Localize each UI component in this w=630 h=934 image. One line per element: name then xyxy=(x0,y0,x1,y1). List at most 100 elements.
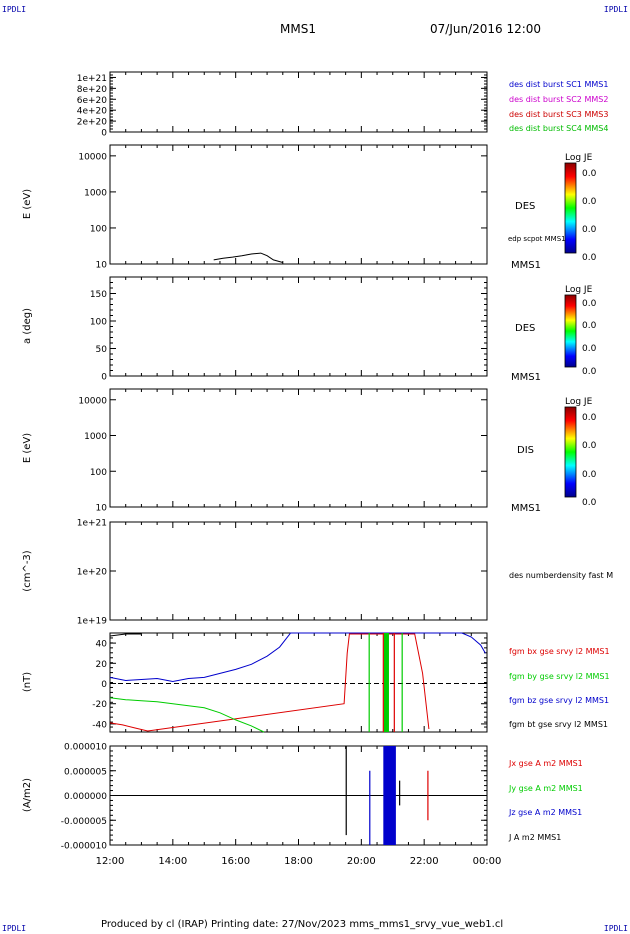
datetime-title: 07/Jun/2016 12:00 xyxy=(430,22,542,36)
des-pitch-sc: MMS1 xyxy=(511,372,541,383)
des-energy-label: DES xyxy=(515,201,535,212)
x-tick-label: 22:00 xyxy=(410,856,439,867)
des-energy-tick-label: 1000 xyxy=(84,188,107,198)
x-tick-label: 14:00 xyxy=(158,856,187,867)
colorbar-des-pitch xyxy=(564,294,577,368)
colorbar-des-energy-tick: 0.0 xyxy=(582,197,597,207)
colorbar-des-pitch-title: Log JE xyxy=(565,285,593,295)
corner-label-top-left: IPDLI xyxy=(2,5,27,14)
bfield-ylabel: (nT) xyxy=(22,672,33,692)
dist-tick-label: 1e+21 xyxy=(77,74,107,84)
des-energy-tick-label: 100 xyxy=(90,224,107,234)
density-tick-label: 1e+19 xyxy=(77,617,108,627)
current-burst xyxy=(345,746,347,836)
dist-tick-label: 0 xyxy=(101,129,107,139)
colorbar-des-energy-tick: 0.0 xyxy=(582,169,597,179)
x-tick-label: 16:00 xyxy=(221,856,250,867)
current-tick-label: -0.000005 xyxy=(61,817,107,827)
des-energy-sc: MMS1 xyxy=(511,260,541,271)
x-tick-label: 12:00 xyxy=(96,856,125,867)
density-ylabel: (cm^-3) xyxy=(22,550,33,591)
bfield-tick-label: 0 xyxy=(101,680,107,690)
dis-energy-tick-label: 10 xyxy=(96,504,108,514)
des-pitch-tick-label: 100 xyxy=(90,318,107,328)
colorbar-des-energy-tick: 0.0 xyxy=(582,225,597,235)
legend-bx: fgm bx gse srvy l2 MMS1 xyxy=(509,647,610,656)
density-legend: des numberdensity fast M xyxy=(509,571,613,580)
current-tick-label: 0.000005 xyxy=(64,767,107,777)
current-burst xyxy=(383,746,396,845)
colorbar-dis-energy-tick: 0.0 xyxy=(582,441,597,451)
colorbar-dis-energy-title: Log JE xyxy=(565,397,593,407)
bfield-burst xyxy=(401,633,403,732)
edp-scpot-label: edp scpot MMS1 xyxy=(508,235,566,243)
legend-by: fgm by gse srvy l2 MMS1 xyxy=(509,672,610,681)
x-tick-label: 20:00 xyxy=(347,856,376,867)
dist-tick-label: 2e+20 xyxy=(77,118,108,128)
current-burst xyxy=(427,770,429,821)
panel-dis-energy-frame xyxy=(109,388,488,508)
x-tick-label: 00:00 xyxy=(473,856,502,867)
panel-des-energy-frame xyxy=(109,144,488,265)
colorbar-des-pitch-tick: 0.0 xyxy=(582,367,597,377)
bx-line xyxy=(109,633,430,732)
des-pitch-label: DES xyxy=(515,323,535,334)
current-burst xyxy=(369,770,371,845)
des-energy-ylabel: E (eV) xyxy=(22,189,33,219)
legend-jy: Jy gse A m2 MMS1 xyxy=(508,784,583,793)
bz-line xyxy=(109,632,486,683)
legend-jz: Jz gse A m2 MMS1 xyxy=(508,808,582,817)
bfield-tick-label: 40 xyxy=(96,640,108,650)
panel-density-frame xyxy=(109,521,488,621)
bfield-tick-label: -20 xyxy=(92,700,107,710)
colorbar-dis-energy-tick: 0.0 xyxy=(582,413,597,423)
dist-tick-label: 6e+20 xyxy=(77,96,108,106)
colorbar-des-pitch-tick: 0.0 xyxy=(582,321,597,331)
des-energy-tick-label: 10000 xyxy=(78,152,107,162)
colorbar-des-energy-title: Log JE xyxy=(565,153,593,163)
spacecraft-title: MMS1 xyxy=(280,22,316,36)
bfield-burst xyxy=(368,633,370,732)
current-tick-label: 0.000000 xyxy=(64,792,107,802)
panel-des-pitch-frame xyxy=(109,276,488,377)
legend-dist-sc1: des dist burst SC1 MMS1 xyxy=(509,80,608,89)
colorbar-des-pitch-tick: 0.0 xyxy=(582,299,597,309)
dis-energy-tick-label: 10000 xyxy=(78,396,107,406)
dis-energy-tick-label: 100 xyxy=(90,468,107,478)
dis-energy-tick-label: 1000 xyxy=(84,432,107,442)
bfield-tick-label: -40 xyxy=(92,720,107,730)
density-tick-label: 1e+20 xyxy=(77,568,108,578)
corner-label-bottom-right: IPDLI xyxy=(603,924,628,933)
bfield-burst xyxy=(383,633,389,732)
des-pitch-tick-label: 150 xyxy=(90,290,107,300)
x-tick-label: 18:00 xyxy=(284,856,313,867)
bt-line xyxy=(109,633,142,637)
by-line xyxy=(109,697,265,733)
current-burst xyxy=(399,780,401,806)
bfield-burst xyxy=(382,633,384,732)
current-ylabel: (A/m2) xyxy=(22,778,33,812)
corner-label-top-right: IPDLI xyxy=(603,5,628,14)
density-tick-label: 1e+21 xyxy=(77,519,107,529)
des-pitch-ylabel: a (deg) xyxy=(22,308,33,344)
legend-dist-sc4: des dist burst SC4 MMS4 xyxy=(509,124,608,133)
colorbar-dis-energy-tick: 0.0 xyxy=(582,470,597,480)
dist-tick-label: 4e+20 xyxy=(77,107,108,117)
current-tick-label: 0.000010 xyxy=(64,743,107,753)
dis-energy-sc: MMS1 xyxy=(511,503,541,514)
legend-dist-sc2: des dist burst SC2 MMS2 xyxy=(509,95,608,104)
legend-j: J A m2 MMS1 xyxy=(508,833,561,842)
colorbar-des-pitch-tick: 0.0 xyxy=(582,344,597,354)
legend-bt: fgm bt gse srvy l2 MMS1 xyxy=(509,720,608,729)
des-pitch-tick-label: 50 xyxy=(96,345,108,355)
bfield-burst xyxy=(393,633,395,732)
legend-jx: Jx gse A m2 MMS1 xyxy=(508,759,583,768)
legend-bz: fgm bz gse srvy l2 MMS1 xyxy=(509,696,609,705)
bfield-tick-label: 20 xyxy=(96,660,108,670)
des-pitch-tick-label: 0 xyxy=(101,373,107,383)
colorbar-dis-energy xyxy=(564,406,577,498)
legend-dist-sc3: des dist burst SC3 MMS3 xyxy=(509,110,608,119)
corner-label-bottom-left: IPDLI xyxy=(2,924,27,933)
dis-energy-label: DIS xyxy=(517,445,534,456)
dis-energy-ylabel: E (eV) xyxy=(22,433,33,463)
